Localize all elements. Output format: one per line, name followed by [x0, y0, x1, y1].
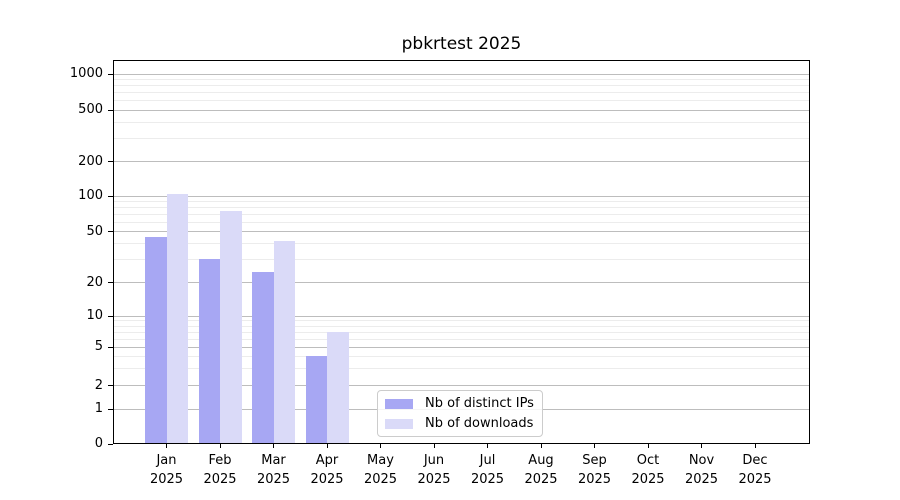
y-gridline-minor [114, 92, 809, 93]
y-gridline-minor [114, 368, 809, 370]
y-tick-label-20: 20 [86, 274, 103, 290]
y-tick-label-500: 500 [78, 102, 103, 117]
y-gridline-minor [114, 207, 809, 209]
x-tick-label-mar: Mar 2025 [256, 453, 291, 487]
y-tick-mark [108, 443, 113, 445]
y-gridline-minor [114, 331, 809, 333]
y-tick-mark [108, 161, 113, 162]
y-tick-mark [108, 231, 113, 232]
y-tick-label-0: 0 [94, 436, 103, 451]
legend-item-distinct-ips: Nb of distinct IPs [385, 396, 535, 412]
y-gridline-major [114, 109, 809, 111]
x-tick-label-oct: Oct 2025 [631, 453, 665, 487]
legend-label-distinct-ips: Nb of distinct IPs [425, 395, 534, 411]
y-tick-label-2: 2 [94, 377, 103, 393]
y-gridline-major [114, 231, 809, 232]
x-tick-mark [433, 444, 435, 448]
y-gridline-major [114, 315, 809, 317]
y-tick-mark [108, 408, 113, 410]
x-tick-mark [487, 444, 488, 448]
x-tick-mark [380, 444, 381, 448]
legend-item-downloads: Nb of downloads [385, 416, 535, 432]
y-tick-label-1000: 1000 [69, 66, 103, 81]
x-tick-mark [166, 444, 167, 448]
x-tick-label-sep: Sep 2025 [577, 453, 612, 487]
y-tick-mark [108, 109, 113, 111]
y-tick-label-200: 200 [78, 153, 103, 169]
x-tick-label-jul: Jul 2025 [470, 453, 505, 487]
y-gridline-major [114, 385, 809, 387]
y-tick-mark [108, 346, 113, 348]
y-gridline-minor [114, 138, 809, 140]
x-tick-label-dec: Dec 2025 [738, 453, 772, 487]
x-tick-label-feb: Feb 2025 [203, 453, 237, 487]
y-tick-mark [108, 315, 113, 317]
x-tick-label-jun: Jun 2025 [417, 453, 451, 487]
x-tick-mark [594, 444, 595, 448]
y-tick-mark [108, 195, 113, 197]
x-tick-label-jan: Jan 2025 [149, 453, 184, 487]
y-gridline-major [114, 195, 809, 197]
y-gridline-minor [114, 320, 809, 322]
y-tick-mark [108, 282, 113, 283]
y-gridline-minor [114, 100, 809, 101]
y-gridline-minor [114, 325, 809, 327]
y-tick-label-100: 100 [78, 188, 103, 204]
y-tick-label-5: 5 [94, 339, 103, 355]
x-tick-label-nov: Nov 2025 [684, 453, 719, 487]
y-gridline-minor [114, 122, 809, 123]
x-tick-label-aug: Aug 2025 [524, 453, 558, 487]
y-tick-mark [108, 73, 113, 75]
y-tick-label-50: 50 [86, 223, 103, 239]
y-gridline-minor [114, 221, 809, 223]
y-gridline-major [114, 73, 809, 75]
bar-ips-feb [198, 259, 220, 444]
chart-title: pbkrtest 2025 [401, 34, 522, 54]
bar-downloads-mar [273, 240, 295, 444]
x-tick-label-may: May 2025 [363, 453, 398, 487]
y-gridline-minor [114, 79, 809, 80]
bar-ips-jan [145, 236, 167, 444]
x-tick-mark [219, 444, 221, 448]
y-gridline-minor [114, 201, 809, 203]
y-tick-label-1: 1 [94, 401, 103, 417]
y-gridline-minor [114, 85, 809, 87]
bar-downloads-jan [166, 194, 188, 444]
x-tick-mark [647, 444, 649, 448]
y-gridline-minor [114, 213, 809, 215]
legend-label-downloads: Nb of downloads [425, 415, 534, 431]
y-gridline-major [114, 346, 809, 348]
bar-downloads-feb [220, 211, 242, 444]
x-tick-mark [754, 444, 756, 448]
legend: Nb of distinct IPs Nb of downloads [377, 390, 543, 437]
y-gridline-minor [114, 259, 809, 261]
x-tick-mark [540, 444, 542, 448]
y-tick-label-10: 10 [86, 308, 103, 324]
y-gridline-minor [114, 243, 809, 245]
y-gridline-minor [114, 356, 809, 358]
x-tick-mark [326, 444, 328, 448]
y-gridline-minor [114, 338, 809, 340]
y-gridline-major [114, 161, 809, 162]
y-tick-mark [108, 385, 113, 387]
x-tick-mark [273, 444, 274, 448]
x-tick-label-apr: Apr 2025 [310, 453, 344, 487]
x-tick-mark [701, 444, 702, 448]
bar-ips-mar [252, 271, 274, 444]
bar-ips-apr [305, 356, 327, 444]
legend-swatch-downloads-icon [385, 418, 413, 429]
legend-swatch-distinct-ips-icon [385, 398, 413, 409]
y-gridline-major [114, 282, 809, 283]
plot-area: Jan 2025 Feb 2025 Mar 2025 Apr 2025 May 2025 Jun 20… [70, 60, 810, 487]
bar-downloads-apr [327, 331, 349, 444]
